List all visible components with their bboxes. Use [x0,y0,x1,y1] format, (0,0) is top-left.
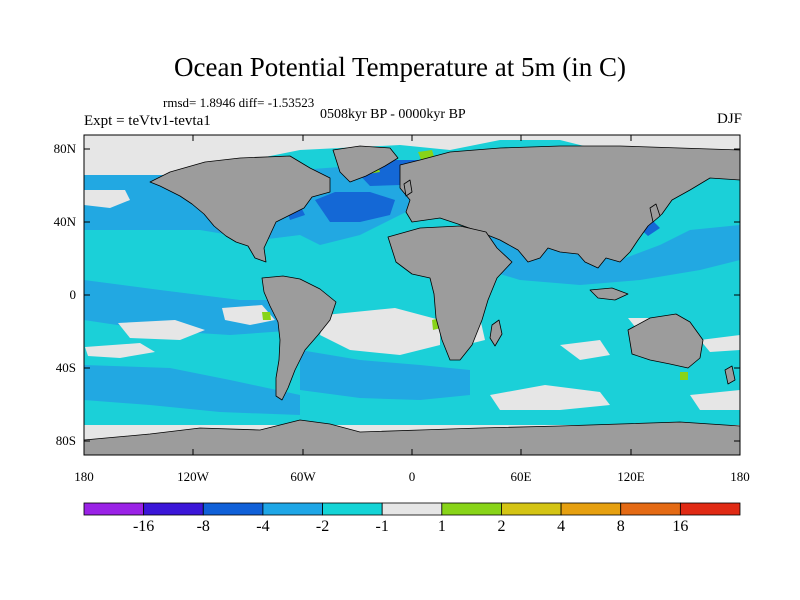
lon-label: 120E [617,469,645,484]
colorbar-label: -4 [256,518,270,535]
colorbar-swatch [441,502,502,516]
colorbar-swatch [679,502,741,516]
lon-label: 0 [409,469,416,484]
colorbar-swatch [322,502,383,516]
colorbar-swatch [620,502,681,516]
season-label: DJF [716,111,742,127]
colorbar-label: -2 [315,518,330,535]
lon-label: 60W [290,469,316,484]
uk-island [403,179,413,197]
colorbar-swatch [143,502,204,516]
lat-label: 40N [54,214,77,229]
lat-label: 0 [70,287,77,302]
australia [627,313,704,369]
greenland [332,145,399,183]
colorbar-label: -1 [375,518,389,535]
longitude-labels: 180 120W 60W 0 60E 120E 180 [74,469,750,484]
colorbar-label: 1 [437,518,446,535]
lon-label: 180 [730,469,750,484]
arctic-neutral [84,135,740,180]
lon-label: 120W [177,469,210,484]
lat-label: 80N [54,141,77,156]
japan-island [649,203,661,223]
indonesia-islands [589,287,629,301]
north-america [149,155,331,263]
colorbar-swatch [501,502,562,516]
lat-label: 80S [56,433,76,448]
lat-label: 40S [56,360,76,375]
stats-label: rmsd= 1.8946 diff= -1.53523 [163,95,315,110]
colorbar-swatch [83,502,145,516]
colorbar-swatch [381,502,443,516]
colorbar-label: 8 [616,518,625,535]
africa [387,225,513,361]
colorbar-label: -8 [196,518,210,535]
lon-label: 180 [74,469,94,484]
colorbar-label: -16 [132,518,155,535]
madagascar [489,319,503,347]
experiment-label: Expt = teVtv1-tevta1 [84,113,211,129]
map-frame [83,134,741,456]
colorbar-label: 16 [672,518,689,535]
south-america [261,275,337,401]
latitude-labels: 80N 40N 0 40S 80S [54,141,77,448]
lon-label: 60E [511,469,532,484]
colorbar-swatch [262,502,323,516]
colorbar-swatch [202,502,264,516]
plot-title: Ocean Potential Temperature at 5m (in C) [174,52,626,82]
colorbar-swatch [560,502,622,516]
eurasia [399,145,741,269]
period-label: 0508kyr BP - 0000kyr BP [320,107,466,122]
colorbar-label: 4 [557,518,566,535]
new-zealand [724,365,736,385]
colorbar-label: 2 [497,518,506,535]
land-masses [83,145,741,456]
colorbar [83,502,741,516]
